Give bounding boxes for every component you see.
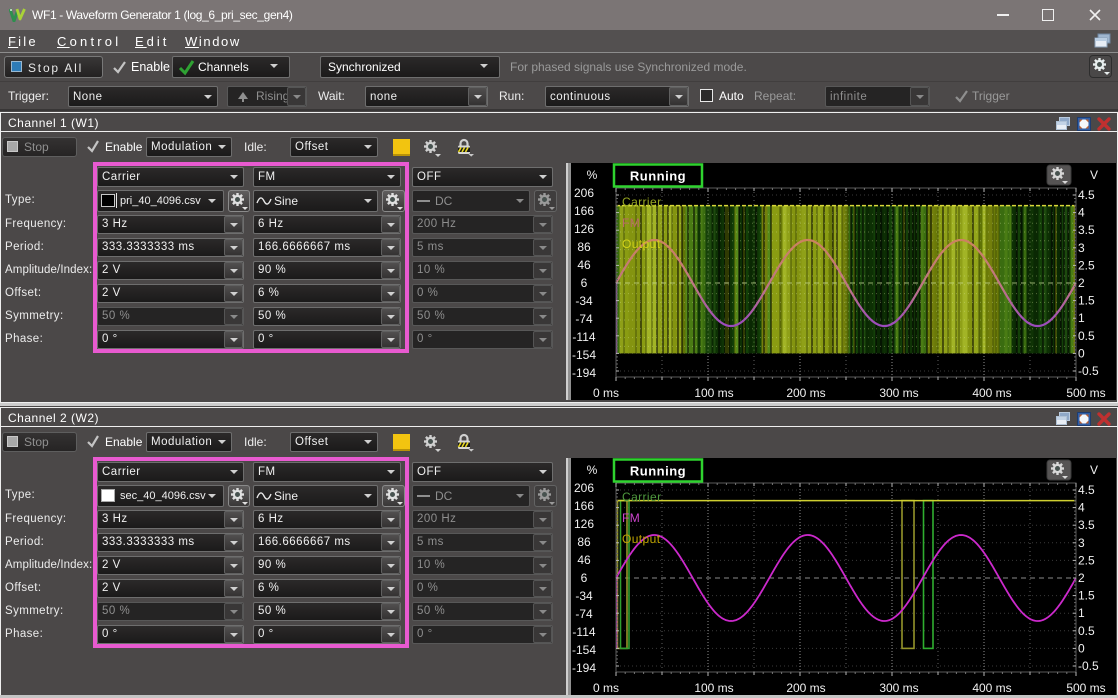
svg-text:-114: -114 xyxy=(572,330,595,344)
svg-text:-74: -74 xyxy=(575,607,593,621)
svg-text:3: 3 xyxy=(1078,536,1085,550)
svg-text:Carrier: Carrier xyxy=(622,195,661,209)
svg-text:-114: -114 xyxy=(572,625,595,639)
svg-text:Output: Output xyxy=(622,532,661,546)
svg-text:200 ms: 200 ms xyxy=(786,681,825,695)
svg-text:-74: -74 xyxy=(575,312,593,326)
svg-text:0 ms: 0 ms xyxy=(593,386,619,400)
svg-text:166: 166 xyxy=(574,204,594,218)
svg-text:6: 6 xyxy=(581,276,588,290)
svg-text:Carrier: Carrier xyxy=(622,490,661,504)
svg-text:46: 46 xyxy=(577,258,591,272)
svg-text:-194: -194 xyxy=(572,366,596,380)
svg-text:-34: -34 xyxy=(575,294,593,308)
svg-text:2: 2 xyxy=(1078,571,1085,585)
svg-text:86: 86 xyxy=(577,535,591,549)
svg-text:46: 46 xyxy=(577,553,591,567)
svg-text:166: 166 xyxy=(574,499,594,513)
svg-text:FM: FM xyxy=(622,216,640,230)
svg-text:Running: Running xyxy=(630,464,686,479)
svg-text:4.5: 4.5 xyxy=(1078,483,1095,497)
svg-text:300 ms: 300 ms xyxy=(879,681,918,695)
svg-text:4: 4 xyxy=(1078,206,1085,220)
svg-text:-154: -154 xyxy=(572,348,596,362)
svg-text:0 ms: 0 ms xyxy=(593,681,619,695)
svg-text:-154: -154 xyxy=(572,643,596,657)
svg-text:206: 206 xyxy=(574,481,594,495)
svg-text:-0.5: -0.5 xyxy=(1078,659,1099,673)
svg-text:3.5: 3.5 xyxy=(1078,518,1095,532)
svg-text:400 ms: 400 ms xyxy=(972,386,1011,400)
svg-text:86: 86 xyxy=(577,240,591,254)
svg-text:0: 0 xyxy=(1078,641,1085,655)
svg-text:3.5: 3.5 xyxy=(1078,223,1095,237)
svg-text:200 ms: 200 ms xyxy=(786,386,825,400)
svg-text:1: 1 xyxy=(1078,606,1085,620)
svg-text:126: 126 xyxy=(574,222,594,236)
svg-text:3: 3 xyxy=(1078,241,1085,255)
svg-text:2.5: 2.5 xyxy=(1078,553,1095,567)
svg-text:206: 206 xyxy=(574,186,594,200)
svg-text:%: % xyxy=(587,168,598,182)
svg-text:4.5: 4.5 xyxy=(1078,188,1095,202)
svg-text:V: V xyxy=(1090,463,1098,477)
svg-text:1.5: 1.5 xyxy=(1078,294,1095,308)
svg-text:0.5: 0.5 xyxy=(1078,329,1095,343)
svg-text:2: 2 xyxy=(1078,276,1085,290)
svg-text:0.5: 0.5 xyxy=(1078,624,1095,638)
svg-text:1.5: 1.5 xyxy=(1078,589,1095,603)
svg-text:100 ms: 100 ms xyxy=(694,386,733,400)
svg-text:Output: Output xyxy=(622,237,661,251)
svg-text:4: 4 xyxy=(1078,501,1085,515)
svg-text:1: 1 xyxy=(1078,311,1085,325)
svg-text:-194: -194 xyxy=(572,661,596,675)
svg-text:6: 6 xyxy=(581,571,588,585)
svg-text:2.5: 2.5 xyxy=(1078,258,1095,272)
svg-text:FM: FM xyxy=(622,511,640,525)
svg-text:0: 0 xyxy=(1078,346,1085,360)
svg-text:400 ms: 400 ms xyxy=(972,681,1011,695)
svg-text:126: 126 xyxy=(574,517,594,531)
svg-text:-34: -34 xyxy=(575,589,593,603)
svg-text:100 ms: 100 ms xyxy=(694,681,733,695)
svg-text:%: % xyxy=(587,463,598,477)
svg-text:300 ms: 300 ms xyxy=(879,386,918,400)
svg-text:500 ms: 500 ms xyxy=(1066,681,1105,695)
svg-text:500 ms: 500 ms xyxy=(1066,386,1105,400)
svg-text:Running: Running xyxy=(630,169,686,184)
svg-text:-0.5: -0.5 xyxy=(1078,364,1099,378)
svg-text:V: V xyxy=(1090,168,1098,182)
